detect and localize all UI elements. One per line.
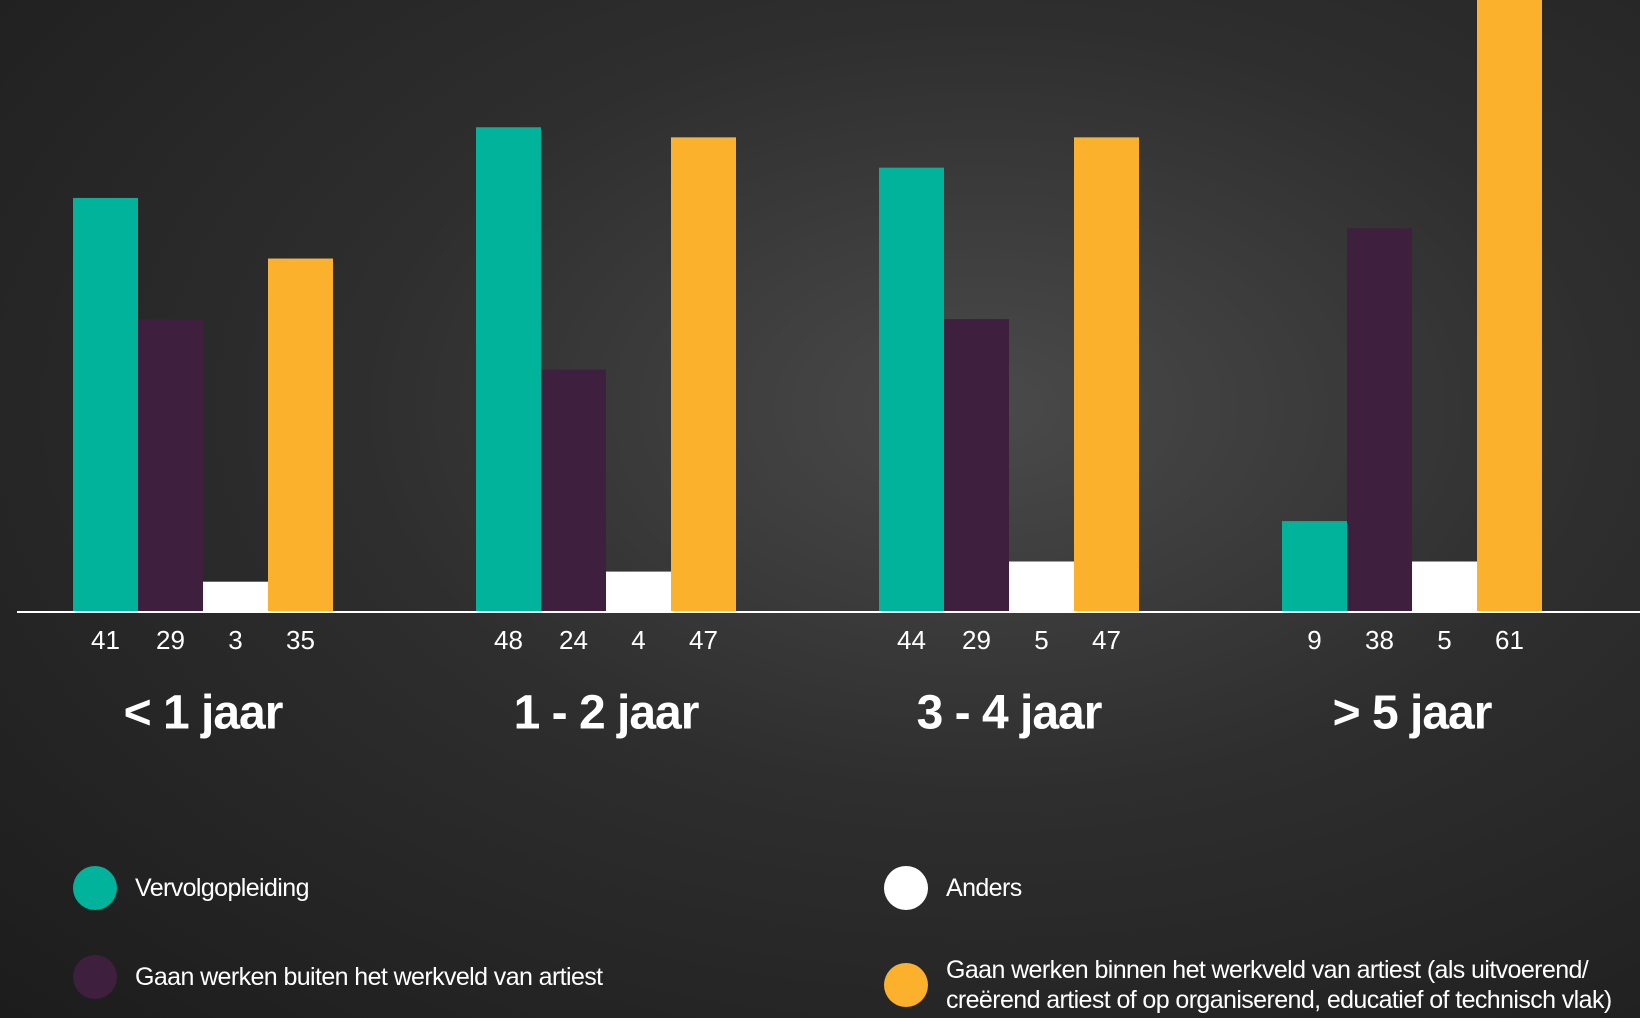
legend-swatch	[884, 963, 928, 1007]
bar	[1412, 562, 1477, 612]
bar	[944, 319, 1009, 612]
category-label: 1 - 2 jaar	[514, 687, 699, 740]
legend-label: Gaan werken binnen het werkveld van arti…	[946, 955, 1640, 1015]
category-label: 3 - 4 jaar	[917, 687, 1102, 740]
bar	[671, 137, 736, 612]
bar	[1074, 137, 1139, 612]
legend-label: Vervolgopleiding	[135, 873, 309, 903]
value-label: 5	[1437, 625, 1451, 655]
legend-item: Gaan werken binnen het werkveld van arti…	[884, 955, 1640, 1015]
value-label: 41	[91, 625, 120, 655]
bar	[203, 582, 268, 612]
value-label: 44	[897, 625, 926, 655]
bar	[879, 168, 944, 612]
bar	[476, 127, 541, 612]
value-label: 29	[156, 625, 185, 655]
bar	[1282, 521, 1347, 612]
value-label: 38	[1365, 625, 1394, 655]
value-label: 47	[1092, 625, 1121, 655]
category-label: < 1 jaar	[124, 687, 283, 740]
bar	[606, 572, 671, 612]
value-label: 5	[1034, 625, 1048, 655]
value-label: 35	[286, 625, 315, 655]
value-label: 47	[689, 625, 718, 655]
value-label: 3	[228, 625, 242, 655]
bar	[1477, 0, 1542, 612]
bar	[138, 319, 203, 612]
legend-swatch	[73, 955, 117, 999]
legend-label: Gaan werken buiten het werkveld van arti…	[135, 962, 603, 992]
legend-label: Anders	[946, 873, 1022, 903]
bar	[1347, 228, 1412, 612]
bar	[73, 198, 138, 612]
legend-swatch	[73, 866, 117, 910]
page: {"chart_data":{"type":"bar","categories"…	[0, 0, 1640, 1018]
value-label: 9	[1307, 625, 1321, 655]
value-label: 24	[559, 625, 588, 655]
legend-item: Vervolgopleiding	[73, 866, 309, 910]
legend-item: Gaan werken buiten het werkveld van arti…	[73, 955, 603, 999]
bar	[541, 370, 606, 612]
value-label: 48	[494, 625, 523, 655]
category-label: > 5 jaar	[1333, 687, 1492, 740]
bar	[1009, 562, 1074, 612]
legend-swatch	[884, 866, 928, 910]
bar	[268, 259, 333, 612]
value-label: 29	[962, 625, 991, 655]
value-label: 4	[631, 625, 645, 655]
legend-item: Anders	[884, 866, 1022, 910]
value-label: 61	[1495, 625, 1524, 655]
